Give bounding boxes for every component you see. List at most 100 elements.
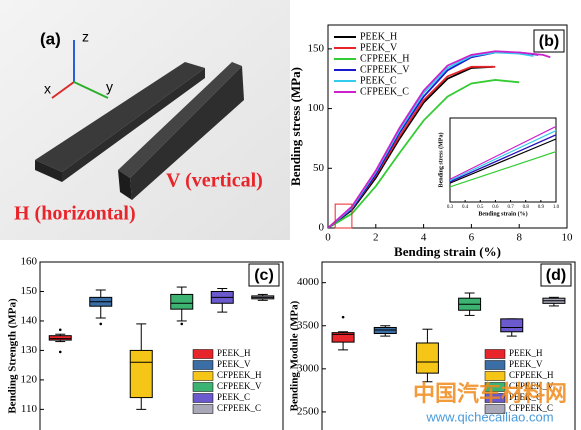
y-tick-label: 100 bbox=[308, 102, 325, 114]
bar-vertical-top bbox=[118, 62, 242, 178]
plot-frame bbox=[321, 261, 576, 430]
inset-x-tick-label: 0.7 bbox=[507, 205, 514, 210]
x-tick-label: 2 bbox=[373, 232, 379, 244]
inset-frame bbox=[449, 117, 557, 203]
legend-swatch bbox=[192, 393, 214, 403]
legend-label: PEEK_C bbox=[509, 392, 542, 402]
y-tick-label: 0 bbox=[319, 222, 325, 234]
legend-label: CFPEEK_H bbox=[509, 370, 554, 380]
box bbox=[415, 342, 439, 374]
y-tick-label: 4000 bbox=[297, 276, 320, 288]
y-axis-label: Bending stress (MPa) bbox=[288, 67, 303, 186]
y-axis-label: Bending Strength (MPa) bbox=[7, 298, 19, 414]
inset-x-tick-label: 0.4 bbox=[462, 205, 469, 210]
outlier bbox=[341, 315, 345, 319]
legend-swatch bbox=[192, 382, 214, 392]
legend-swatch bbox=[192, 404, 214, 414]
axis-y-arrow bbox=[73, 81, 109, 99]
y-tick-label: 140 bbox=[21, 314, 38, 326]
panel-label-box bbox=[533, 29, 565, 53]
y-tick-label: 3000 bbox=[297, 362, 320, 374]
legend-swatch bbox=[484, 404, 506, 414]
legend-swatch bbox=[192, 360, 214, 370]
legend-label: CFPEEK_V bbox=[217, 381, 262, 391]
legend-swatch bbox=[484, 393, 506, 403]
outlier bbox=[58, 328, 62, 332]
panel-label-box bbox=[248, 263, 280, 287]
bar-vertical-front bbox=[130, 66, 244, 200]
x-tick-label: 8 bbox=[516, 232, 522, 244]
outlier bbox=[99, 322, 103, 326]
watermark: 中国汽车材料网 bbox=[413, 381, 567, 407]
legend-label: CFPEEK_C bbox=[509, 403, 553, 413]
legend-swatch bbox=[484, 371, 506, 381]
y-tick-label: 160 bbox=[21, 256, 38, 268]
legend-label: CFPEEK_C bbox=[360, 86, 409, 97]
axis-label: x bbox=[44, 81, 51, 97]
inset-y-label: Bending stress (MPa) bbox=[437, 133, 444, 188]
plot-area bbox=[331, 292, 566, 383]
panel-label: (d) bbox=[546, 267, 566, 284]
plot-area bbox=[48, 286, 275, 410]
x-tick-label: 6 bbox=[469, 232, 475, 244]
y-axis-label: Bending Module (MPa) bbox=[289, 300, 301, 411]
bar-horizontal-side bbox=[35, 160, 62, 182]
box bbox=[170, 293, 194, 310]
axis-x-arrow bbox=[51, 81, 75, 99]
legend-label: CFPEEK_C bbox=[217, 403, 261, 413]
inset-x-tick-label: 1.0 bbox=[553, 205, 560, 210]
legend-label: PEEK_V bbox=[509, 359, 543, 369]
legend-label: PEEK_H bbox=[509, 348, 543, 358]
y-tick-label: 150 bbox=[308, 42, 325, 54]
y-tick-label: 110 bbox=[21, 403, 38, 415]
legend-label: PEEK_V bbox=[360, 42, 398, 53]
plot-frame bbox=[39, 261, 284, 430]
bar-horizontal-front bbox=[62, 68, 205, 182]
box bbox=[129, 349, 153, 399]
y-tick-label: 120 bbox=[21, 373, 38, 385]
legend-label: CFPEEK_H bbox=[217, 370, 262, 380]
annotation: V (vertical) bbox=[166, 170, 263, 192]
y-tick-label: 150 bbox=[21, 285, 38, 297]
legend-label: CFPEEK_V bbox=[360, 64, 410, 75]
inset-x-tick-label: 0.3 bbox=[447, 205, 454, 210]
box bbox=[331, 332, 355, 343]
watermark-url: www.qichecailiao.com bbox=[425, 409, 553, 424]
legend-swatch bbox=[192, 349, 214, 359]
y-tick-label: 130 bbox=[21, 344, 38, 356]
y-tick-label: 2500 bbox=[297, 405, 320, 417]
box bbox=[48, 335, 72, 341]
legend-label: PEEK_C bbox=[360, 75, 397, 86]
axis-label: y bbox=[106, 79, 113, 95]
x-tick-label: 0 bbox=[325, 232, 331, 244]
line-series bbox=[328, 79, 520, 228]
inset-x-tick-label: 0.6 bbox=[492, 205, 499, 210]
x-tick-label: 4 bbox=[421, 232, 427, 244]
zoom-box bbox=[334, 203, 353, 229]
x-axis-label: Bending strain (%) bbox=[394, 244, 501, 259]
plot-area bbox=[328, 50, 551, 228]
legend-swatch bbox=[484, 382, 506, 392]
legend-swatch bbox=[484, 360, 506, 370]
panel-label: (c) bbox=[254, 267, 274, 284]
bar-horizontal-top bbox=[35, 62, 205, 172]
inset-x-label: Bending strain (%) bbox=[478, 210, 527, 217]
y-tick-label: 3500 bbox=[297, 319, 320, 331]
axis-label: z bbox=[82, 29, 89, 45]
box bbox=[500, 318, 524, 333]
panel-label: (a) bbox=[40, 29, 61, 48]
outlier bbox=[58, 350, 62, 354]
y-tick-label: 50 bbox=[313, 162, 325, 174]
x-tick-label: 10 bbox=[562, 232, 574, 244]
legend-swatch bbox=[484, 349, 506, 359]
inset-x-tick-label: 0.9 bbox=[538, 205, 545, 210]
panel-label-box bbox=[540, 263, 572, 287]
line-series bbox=[328, 50, 551, 228]
plot-frame bbox=[327, 24, 568, 229]
annotation: H (horizontal) bbox=[14, 203, 136, 225]
inset-x-tick-label: 0.8 bbox=[523, 205, 530, 210]
bar-vertical-end bbox=[118, 170, 132, 200]
outlier bbox=[180, 322, 184, 326]
